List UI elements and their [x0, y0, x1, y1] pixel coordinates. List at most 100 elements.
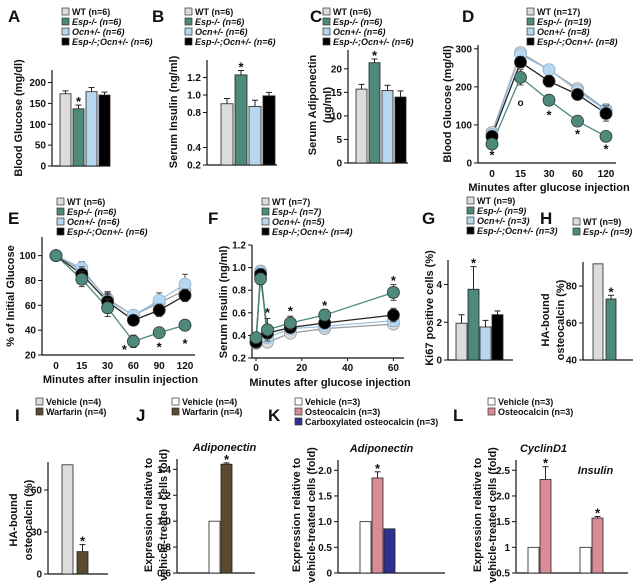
significance-marker: *	[224, 452, 230, 467]
legend-label: WT (n=6)	[67, 197, 105, 207]
y-tick-label: 60	[566, 319, 578, 330]
y-tick-label: 1	[504, 543, 510, 554]
legend-swatch-espocn	[56, 227, 65, 236]
bar-ocn	[381, 90, 394, 164]
group-label: CyclinD1	[520, 443, 567, 455]
group-label: Adiponectin	[349, 443, 414, 455]
panel-C: C WT (n=6)Esp-/- (n=6)Ocn+/- (n=6)Esp-/-;…	[307, 7, 414, 170]
panel-L: L Vehicle (n=3)Osteocalcin (n=3) 0.5 1 1.5 2.…	[453, 397, 628, 583]
legend-label: Esp-/-;Ocn+/- (n=3)	[477, 226, 558, 236]
bar-ocn	[479, 326, 492, 361]
legend-swatch-wt	[261, 197, 270, 206]
data-point-ocn	[542, 63, 556, 77]
y-axis-label-line2: osteocalcin (%)	[555, 279, 567, 360]
x-axis-label: Minutes after insulin injection	[43, 374, 199, 386]
y-tick-label: 1.2	[187, 73, 201, 84]
panel-letter: I	[15, 406, 20, 425]
legend-label: Ocn+/- (n=6)	[67, 217, 120, 227]
bar-espocn	[491, 314, 504, 361]
y-axis-label-line1: Expression relative to	[472, 458, 484, 573]
y-axis-label-line2: vehicle-treated cells fold)	[158, 449, 170, 581]
y-tick-label: 1.0	[187, 91, 201, 102]
data-point-espocn	[571, 88, 584, 101]
legend-swatch-wt	[184, 7, 193, 16]
y-tick-label: 1.2	[232, 241, 246, 252]
bar-warfarin	[220, 463, 233, 574]
y-tick-label: 1.4	[157, 465, 171, 476]
bar-osteocalcin	[539, 479, 552, 574]
y-tick-label: 4	[436, 280, 442, 291]
legend-swatch-wt	[466, 196, 475, 205]
data-point-esp	[152, 326, 166, 340]
bar-osteocalcin	[591, 517, 604, 574]
legend-swatch-ocn	[56, 217, 65, 226]
y-tick-label: 0.8	[157, 543, 171, 554]
legend-swatch-wt	[526, 7, 535, 16]
y-tick-label: 200	[455, 82, 472, 93]
significance-marker: *	[182, 336, 188, 351]
legend-swatch-esp	[322, 17, 331, 26]
legend-label: Esp-/-;Ocn+/- (n=6)	[195, 37, 276, 47]
y-tick-label: 0	[36, 570, 42, 581]
legend-label: Esp-/-;Ocn+/- (n=4)	[272, 227, 353, 237]
x-tick-label: 15	[515, 169, 527, 180]
y-tick-label: 0	[336, 159, 342, 170]
data-point-esp	[49, 249, 63, 263]
legend-swatch-ocn	[184, 27, 193, 36]
legend-label: Ocn+/- (n=5)	[272, 217, 325, 227]
legend-swatch-espocn	[526, 37, 535, 46]
bar-espocn	[98, 94, 111, 167]
legend-swatch-esp	[526, 17, 535, 26]
panel-letter: H	[540, 209, 552, 228]
data-point-espocn	[387, 308, 400, 322]
legend-label: Esp-/- (n=6)	[333, 17, 382, 27]
data-point-esp	[387, 286, 400, 299]
panel-letter: A	[8, 7, 20, 26]
significance-marker: *	[122, 342, 128, 357]
y-tick-label: 2.0	[496, 491, 510, 502]
legend-swatch-warfarin	[35, 407, 44, 416]
x-axis-label: Minutes after glucose injection	[249, 377, 411, 389]
y-axis-label-line1: HA-bound	[8, 493, 20, 546]
bar-vehicle	[527, 546, 540, 574]
y-tick-label: 0.8	[232, 286, 246, 297]
significance-marker: *	[265, 305, 271, 320]
data-point-esp	[126, 334, 140, 348]
legend-swatch-ocn	[466, 216, 475, 225]
legend-label: Vehicle (n=3)	[498, 397, 553, 407]
y-tick-label: 60	[31, 486, 43, 497]
y-tick-label: 0	[326, 569, 332, 580]
data-point-espocn	[178, 288, 192, 302]
x-tick-label: 20	[296, 363, 308, 374]
significance-marker: *	[238, 60, 244, 75]
y-tick-label: 50	[35, 141, 47, 152]
bar-espocn	[262, 95, 276, 166]
legend-label: Esp-/- (n=6)	[195, 17, 244, 27]
legend-swatch-espocn	[322, 37, 331, 46]
data-point-esp	[261, 323, 274, 337]
panel-E: E WT (n=6)Esp-/- (n=6)Ocn+/- (n=6)Esp-/-;…	[5, 197, 198, 386]
significance-marker: *	[595, 506, 601, 521]
legend-swatch-ocn	[322, 27, 331, 36]
legend-label: Esp-/- (n=9)	[477, 206, 526, 216]
legend-label: Osteocalcin (n=3)	[305, 407, 380, 417]
y-tick-label: 0.5	[318, 543, 332, 554]
legend-label: Esp-/-;Ocn+/- (n=6)	[67, 227, 148, 237]
legend-swatch-esp	[184, 17, 193, 26]
y-tick-label: 0	[466, 159, 472, 170]
legend-label: WT (n=7)	[272, 197, 310, 207]
y-tick-label: 80	[566, 282, 578, 293]
significance-marker: *	[603, 142, 609, 157]
legend-swatch-ocn	[261, 217, 270, 226]
legend-swatch-osteocalcin	[487, 407, 496, 416]
legend-label: Warfarin (n=4)	[46, 407, 106, 417]
y-tick-label: 80	[25, 276, 37, 287]
significance-marker: *	[322, 298, 328, 313]
y-axis-label: Serum Insulin (ng/ml)	[218, 245, 230, 358]
legend-label: Ocn+/- (n=6)	[333, 27, 386, 37]
y-tick-label: 0.4	[187, 143, 201, 154]
y-tick-label: 40	[25, 326, 37, 337]
panel-letter: J	[136, 406, 145, 425]
y-tick-label: 1.0	[232, 263, 246, 274]
bar-warfarin	[76, 551, 89, 575]
